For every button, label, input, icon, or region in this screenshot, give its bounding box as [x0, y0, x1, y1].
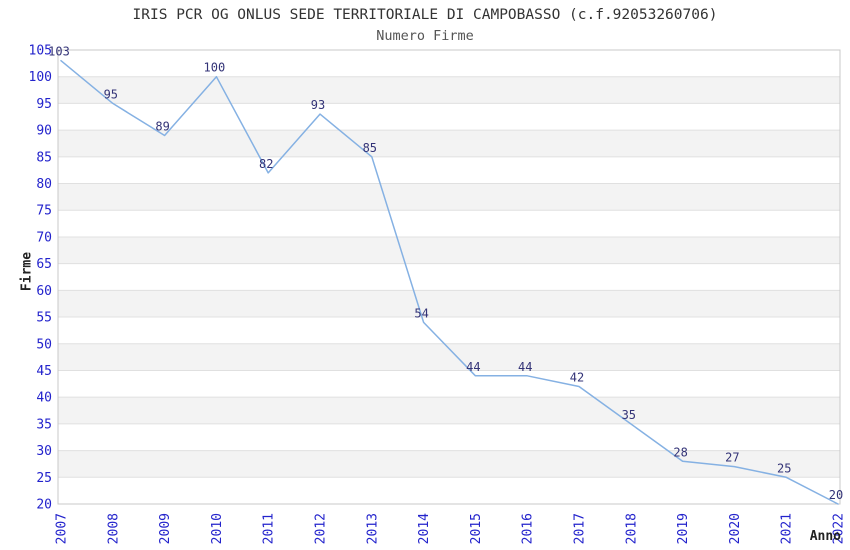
- y-tick-label: 30: [36, 444, 52, 459]
- point-label: 44: [466, 360, 480, 374]
- gridlines: [58, 49, 840, 505]
- y-tick-label: 40: [36, 391, 52, 406]
- x-tick-label: 2012: [314, 513, 329, 544]
- x-tick-label: 2014: [417, 513, 432, 544]
- y-tick-label: 45: [36, 364, 52, 379]
- y-tick-label: 50: [36, 337, 52, 352]
- point-label: 28: [673, 445, 687, 459]
- y-tick-label: 70: [36, 230, 52, 245]
- point-label: 93: [311, 98, 325, 112]
- x-tick-label: 2021: [780, 513, 795, 544]
- point-label: 54: [414, 306, 428, 320]
- y-tick-label: 35: [36, 417, 52, 432]
- x-tick-label: 2018: [624, 513, 639, 544]
- y-bands: [58, 76, 840, 478]
- point-label: 35: [622, 408, 636, 422]
- x-tick-label: 2022: [832, 513, 847, 544]
- point-label: 89: [155, 119, 169, 133]
- y-tick-label: 100: [29, 70, 52, 85]
- y-tick-label: 60: [36, 284, 52, 299]
- y-band: [58, 76, 840, 104]
- point-label: 103: [48, 45, 70, 59]
- point-label: 82: [259, 157, 273, 171]
- y-axis-title: Firme: [19, 251, 35, 292]
- x-tick-label: 2017: [573, 513, 588, 544]
- y-tick-label: 55: [36, 311, 52, 326]
- y-tick-label: 95: [36, 97, 52, 112]
- point-label: 27: [725, 451, 739, 465]
- y-band: [58, 397, 840, 424]
- y-band: [58, 290, 840, 318]
- y-tick-label: 65: [36, 257, 52, 272]
- point-label: 100: [204, 61, 226, 75]
- x-tick-label: 2009: [158, 513, 173, 544]
- x-tick-label: 2010: [210, 513, 225, 544]
- y-band: [58, 236, 840, 264]
- series-line: [60, 59, 839, 505]
- point-label: 20: [829, 488, 843, 502]
- y-tick-label: 105: [29, 44, 52, 59]
- point-label: 25: [777, 461, 791, 475]
- chart-title: IRIS PCR OG ONLUS SEDE TERRITORIALE DI C…: [132, 7, 718, 23]
- y-tick-label: 85: [36, 150, 52, 165]
- y-tick-label: 90: [36, 124, 52, 139]
- x-tick-label: 2015: [469, 513, 484, 544]
- x-tick-label: 2019: [676, 513, 691, 544]
- plot-border: [57, 49, 841, 505]
- x-tick-label: 2013: [365, 513, 380, 544]
- y-tick-label: 25: [36, 471, 52, 486]
- x-tick-label: 2016: [521, 513, 536, 544]
- point-label: 42: [570, 370, 584, 384]
- x-tick-label: 2011: [262, 513, 277, 544]
- y-band: [58, 450, 840, 478]
- chart-subtitle: Numero Firme: [376, 28, 474, 44]
- point-label: 85: [363, 141, 377, 155]
- x-tick-label: 2007: [55, 513, 70, 544]
- y-tick-label: 20: [36, 498, 52, 513]
- y-tick-labels: 20 25 30 35 40 45 50 55 60 65 70 75 80 85 90 95 100 105: [29, 44, 52, 513]
- y-band: [58, 183, 840, 211]
- y-band: [58, 130, 840, 157]
- point-labels: 103 95 89 100 82 93 85 54 44 44 42 35 28 27 25 20: [48, 45, 843, 502]
- point-label: 44: [518, 360, 532, 374]
- y-tick-label: 80: [36, 177, 52, 192]
- y-tick-label: 75: [36, 204, 52, 219]
- x-tick-labels: 2007 2008 2009 2010 2011 2012 2013 2014 2015 2016…: [55, 513, 847, 544]
- x-tick-label: 2008: [106, 513, 121, 544]
- x-axis-title: Anno: [809, 529, 841, 544]
- point-label: 95: [104, 87, 118, 101]
- x-tick-label: 2020: [728, 513, 743, 544]
